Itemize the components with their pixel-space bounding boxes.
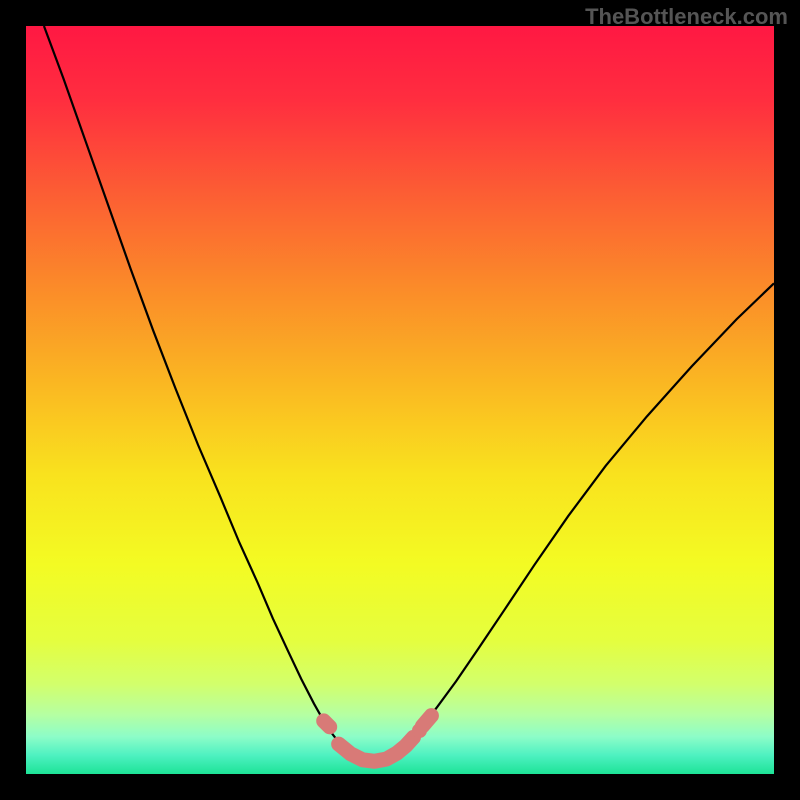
marker-segment — [422, 716, 431, 726]
watermark-text: TheBottleneck.com — [585, 4, 788, 30]
bottleneck-curve-chart — [0, 0, 800, 800]
chart-frame: TheBottleneck.com — [0, 0, 800, 800]
marker-segment — [324, 721, 330, 727]
